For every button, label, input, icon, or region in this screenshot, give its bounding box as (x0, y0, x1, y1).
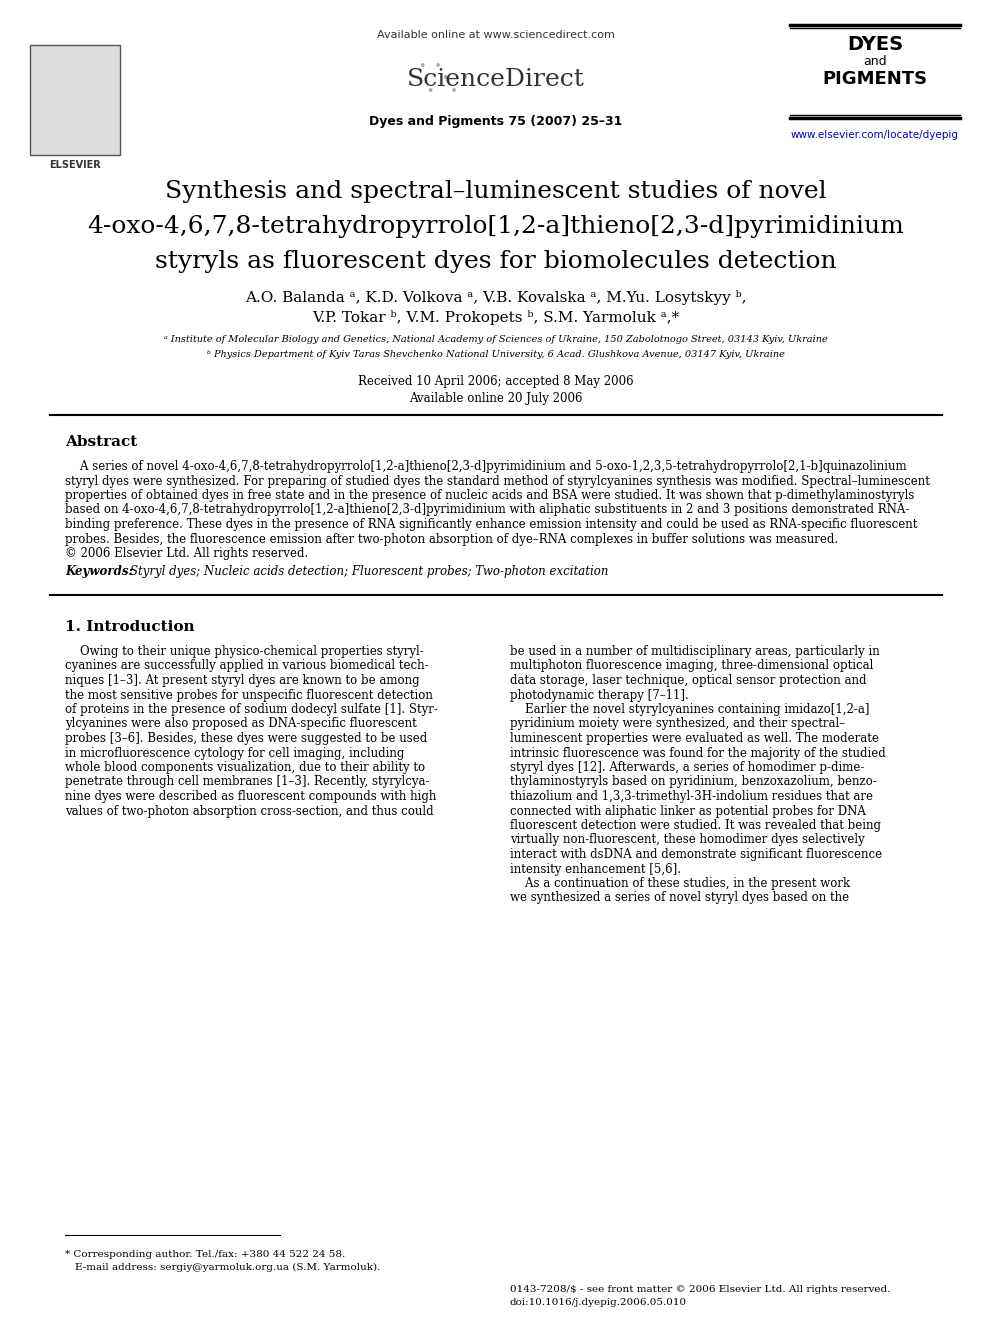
Text: based on 4-oxo-4,6,7,8-tetrahydropyrrolo[1,2-a]thieno[2,3-d]pyrimidinium with al: based on 4-oxo-4,6,7,8-tetrahydropyrrolo… (65, 504, 910, 516)
Text: ᵇ Physics Department of Kyiv Taras Shevchenko National University, 6 Acad. Glush: ᵇ Physics Department of Kyiv Taras Shevc… (207, 351, 785, 359)
Text: data storage, laser technique, optical sensor protection and: data storage, laser technique, optical s… (510, 673, 866, 687)
Text: ELSEVIER: ELSEVIER (50, 160, 101, 169)
Text: connected with aliphatic linker as potential probes for DNA: connected with aliphatic linker as poten… (510, 804, 866, 818)
Text: interact with dsDNA and demonstrate significant fluorescence: interact with dsDNA and demonstrate sign… (510, 848, 882, 861)
Text: styryl dyes [12]. Afterwards, a series of homodimer p-dime-: styryl dyes [12]. Afterwards, a series o… (510, 761, 864, 774)
Text: niques [1–3]. At present styryl dyes are known to be among: niques [1–3]. At present styryl dyes are… (65, 673, 420, 687)
Text: 1. Introduction: 1. Introduction (65, 620, 194, 634)
Text: photodynamic therapy [7–11].: photodynamic therapy [7–11]. (510, 688, 688, 701)
Text: luminescent properties were evaluated as well. The moderate: luminescent properties were evaluated as… (510, 732, 879, 745)
Text: Owing to their unique physico-chemical properties styryl-: Owing to their unique physico-chemical p… (65, 646, 424, 658)
Text: doi:10.1016/j.dyepig.2006.05.010: doi:10.1016/j.dyepig.2006.05.010 (510, 1298, 687, 1307)
Text: Dyes and Pigments 75 (2007) 25–31: Dyes and Pigments 75 (2007) 25–31 (369, 115, 623, 128)
Text: probes [3–6]. Besides, these dyes were suggested to be used: probes [3–6]. Besides, these dyes were s… (65, 732, 428, 745)
Text: Styryl dyes; Nucleic acids detection; Fluorescent probes; Two-photon excitation: Styryl dyes; Nucleic acids detection; Fl… (130, 565, 608, 578)
Text: the most sensitive probes for unspecific fluorescent detection: the most sensitive probes for unspecific… (65, 688, 433, 701)
Text: Earlier the novel styrylcyanines containing imidazo[1,2-a]: Earlier the novel styrylcyanines contain… (510, 703, 870, 716)
Text: PIGMENTS: PIGMENTS (822, 70, 928, 89)
Text: Synthesis and spectral–luminescent studies of novel: Synthesis and spectral–luminescent studi… (166, 180, 826, 202)
Text: we synthesized a series of novel styryl dyes based on the: we synthesized a series of novel styryl … (510, 892, 849, 905)
Text: As a continuation of these studies, in the present work: As a continuation of these studies, in t… (510, 877, 850, 890)
Text: DYES: DYES (847, 34, 903, 54)
Text: values of two-photon absorption cross-section, and thus could: values of two-photon absorption cross-se… (65, 804, 434, 818)
Text: Available online 20 July 2006: Available online 20 July 2006 (410, 392, 582, 405)
Text: www.elsevier.com/locate/dyepig: www.elsevier.com/locate/dyepig (791, 130, 959, 140)
Text: A series of novel 4-oxo-4,6,7,8-tetrahydropyrrolo[1,2-a]thieno[2,3-d]pyrimidiniu: A series of novel 4-oxo-4,6,7,8-tetrahyd… (65, 460, 907, 474)
Text: A.O. Balanda ᵃ, K.D. Volkova ᵃ, V.B. Kovalska ᵃ, M.Yu. Losytskyy ᵇ,: A.O. Balanda ᵃ, K.D. Volkova ᵃ, V.B. Kov… (245, 290, 747, 306)
Text: ScienceDirect: ScienceDirect (407, 67, 585, 91)
Text: fluorescent detection were studied. It was revealed that being: fluorescent detection were studied. It w… (510, 819, 881, 832)
Text: 0143-7208/$ - see front matter © 2006 Elsevier Ltd. All rights reserved.: 0143-7208/$ - see front matter © 2006 El… (510, 1285, 891, 1294)
Text: Available online at www.sciencedirect.com: Available online at www.sciencedirect.co… (377, 30, 615, 40)
Text: intensity enhancement [5,6].: intensity enhancement [5,6]. (510, 863, 681, 876)
Text: in microfluorescence cytology for cell imaging, including: in microfluorescence cytology for cell i… (65, 746, 405, 759)
Text: nine dyes were described as fluorescent compounds with high: nine dyes were described as fluorescent … (65, 790, 436, 803)
Text: •   •: • • (441, 71, 468, 85)
Text: probes. Besides, the fluorescence emission after two-photon absorption of dye–RN: probes. Besides, the fluorescence emissi… (65, 532, 838, 545)
Text: pyridinium moiety were synthesized, and their spectral–: pyridinium moiety were synthesized, and … (510, 717, 845, 730)
Text: styryls as fluorescent dyes for biomolecules detection: styryls as fluorescent dyes for biomolec… (155, 250, 837, 273)
Text: penetrate through cell membranes [1–3]. Recently, styrylcya-: penetrate through cell membranes [1–3]. … (65, 775, 430, 789)
Text: * Corresponding author. Tel./fax: +380 44 522 24 58.: * Corresponding author. Tel./fax: +380 4… (65, 1250, 345, 1259)
Text: binding preference. These dyes in the presence of RNA significantly enhance emis: binding preference. These dyes in the pr… (65, 519, 918, 531)
Text: ylcyanines were also proposed as DNA-specific fluorescent: ylcyanines were also proposed as DNA-spe… (65, 717, 417, 730)
Text: •    •: • • (427, 85, 457, 98)
Text: whole blood components visualization, due to their ability to: whole blood components visualization, du… (65, 761, 426, 774)
Text: Keywords:: Keywords: (65, 565, 137, 578)
Text: thiazolium and 1,3,3-trimethyl-3H-indolium residues that are: thiazolium and 1,3,3-trimethyl-3H-indoli… (510, 790, 873, 803)
Text: •  •: • • (419, 60, 441, 73)
Text: © 2006 Elsevier Ltd. All rights reserved.: © 2006 Elsevier Ltd. All rights reserved… (65, 546, 309, 560)
Text: styryl dyes were synthesized. For preparing of studied dyes the standard method : styryl dyes were synthesized. For prepar… (65, 475, 930, 487)
Text: thylaminostyryls based on pyridinium, benzoxazolium, benzo-: thylaminostyryls based on pyridinium, be… (510, 775, 877, 789)
Text: and: and (863, 56, 887, 67)
Text: properties of obtained dyes in free state and in the presence of nucleic acids a: properties of obtained dyes in free stat… (65, 490, 915, 501)
Bar (30, 45, 120, 155)
Text: be used in a number of multidisciplinary areas, particularly in: be used in a number of multidisciplinary… (510, 646, 880, 658)
Text: cyanines are successfully applied in various biomedical tech-: cyanines are successfully applied in var… (65, 659, 429, 672)
Text: virtually non-fluorescent, these homodimer dyes selectively: virtually non-fluorescent, these homodim… (510, 833, 865, 847)
Text: 4-oxo-4,6,7,8-tetrahydropyrrolo[1,2-a]thieno[2,3-d]pyrimidinium: 4-oxo-4,6,7,8-tetrahydropyrrolo[1,2-a]th… (87, 216, 905, 238)
Text: Abstract: Abstract (65, 435, 137, 448)
Text: Received 10 April 2006; accepted 8 May 2006: Received 10 April 2006; accepted 8 May 2… (358, 374, 634, 388)
Text: multiphoton fluorescence imaging, three-dimensional optical: multiphoton fluorescence imaging, three-… (510, 659, 873, 672)
Text: ᵃ Institute of Molecular Biology and Genetics, National Academy of Sciences of U: ᵃ Institute of Molecular Biology and Gen… (164, 335, 828, 344)
Text: E-mail address: sergiy@yarmoluk.org.ua (S.M. Yarmoluk).: E-mail address: sergiy@yarmoluk.org.ua (… (75, 1263, 380, 1273)
Text: V.P. Tokar ᵇ, V.M. Prokopets ᵇ, S.M. Yarmoluk ᵃ,*: V.P. Tokar ᵇ, V.M. Prokopets ᵇ, S.M. Yar… (312, 310, 680, 325)
Text: of proteins in the presence of sodium dodecyl sulfate [1]. Styr-: of proteins in the presence of sodium do… (65, 703, 437, 716)
Text: intrinsic fluorescence was found for the majority of the studied: intrinsic fluorescence was found for the… (510, 746, 886, 759)
